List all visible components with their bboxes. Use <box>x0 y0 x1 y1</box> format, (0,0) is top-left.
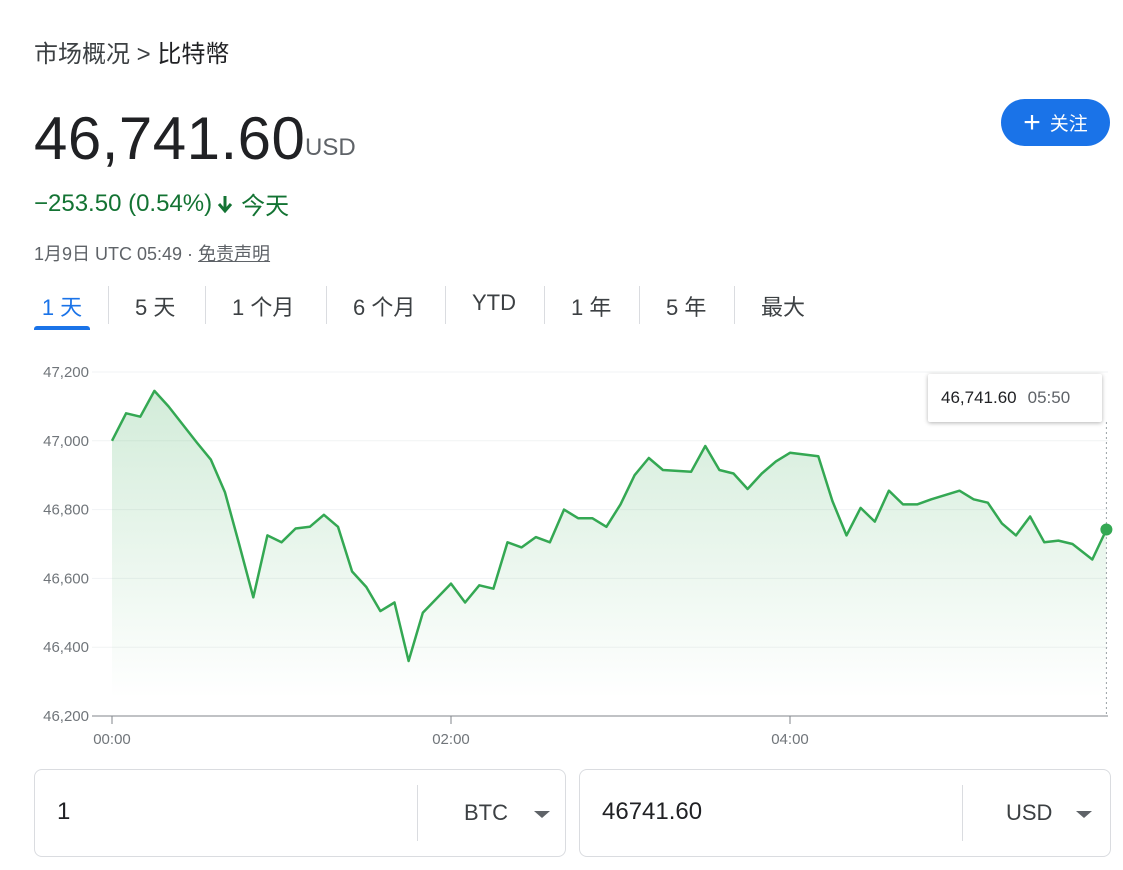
tooltip-value: 46,741.60 <box>941 388 1017 407</box>
tab-divider <box>544 286 545 324</box>
price-area-fill <box>112 390 1107 698</box>
to-currency-converter: 46741.60 USD <box>579 769 1111 857</box>
follow-label: 关注 <box>1049 114 1088 135</box>
from-amount-input[interactable]: 1 <box>57 798 71 825</box>
tab-1-day[interactable]: 1 天 <box>34 286 90 330</box>
y-tick-label: 47,000 <box>43 433 89 450</box>
tab-1-month[interactable]: 1 个月 <box>232 295 295 320</box>
x-tick-label: 02:00 <box>432 731 470 748</box>
to-amount-input[interactable]: 46741.60 <box>602 798 703 825</box>
tab-divider <box>205 286 206 324</box>
follow-button[interactable]: + 关注 <box>1001 99 1110 146</box>
price-change: −253.50 (0.54%) 今天 <box>34 186 289 221</box>
chevron-down-icon[interactable] <box>1076 811 1092 818</box>
price-chart[interactable]: 47,200 47,000 46,800 46,600 46,400 46,20000:0… <box>0 350 1123 750</box>
tab-ytd[interactable]: YTD <box>472 290 516 315</box>
tab-divider <box>108 286 109 324</box>
breadcrumb-separator: > <box>136 41 151 68</box>
time-range-tabs: 1 天 5 天 1 个月 6 个月 YTD 1 年 5 年 最大 <box>34 286 807 330</box>
arrow-down-icon <box>217 195 233 213</box>
to-unit-select[interactable]: USD <box>1006 800 1053 825</box>
price-line <box>110 389 1108 663</box>
tab-5-day[interactable]: 5 天 <box>135 295 176 320</box>
x-tick-label: 04:00 <box>771 731 809 748</box>
plus-icon: + <box>1023 105 1041 139</box>
price-value: 46,741.60 <box>34 105 306 172</box>
tab-divider <box>445 286 446 324</box>
breadcrumb-current: 比特幣 <box>157 41 230 68</box>
timestamp-text: 1月9日 UTC 05:49 · <box>34 244 199 264</box>
tab-divider <box>639 286 640 324</box>
disclaimer-link[interactable]: 免责声明 <box>198 244 271 264</box>
price-change-period: 今天 <box>241 193 290 220</box>
chevron-down-icon[interactable] <box>534 811 550 818</box>
y-tick-label: 46,400 <box>43 639 89 656</box>
converter-divider <box>417 785 418 841</box>
price-current-dot <box>1100 523 1113 536</box>
tab-divider <box>734 286 735 324</box>
price-change-value: −253.50 (0.54%) <box>34 189 213 217</box>
y-tick-label: 46,800 <box>43 502 89 519</box>
quote-timestamp: 1月9日 UTC 05:49 · 免责声明 <box>34 240 270 266</box>
x-tick-label: 00:00 <box>93 731 131 748</box>
breadcrumb-parent-link[interactable]: 市场概况 <box>34 41 130 68</box>
tab-divider <box>326 286 327 324</box>
breadcrumb: 市场概况 > 比特幣 <box>34 34 229 69</box>
tab-max[interactable]: 最大 <box>761 295 806 320</box>
chart-tooltip: 46,741.60 05:50 <box>928 374 1102 422</box>
price-currency: USD <box>305 134 356 161</box>
from-currency-converter: 1 BTC <box>34 769 566 857</box>
tooltip-time: 05:50 <box>1027 388 1071 407</box>
y-tick-label: 46,200 <box>43 708 89 725</box>
tab-6-month[interactable]: 6 个月 <box>353 295 416 320</box>
tab-5-year[interactable]: 5 年 <box>666 295 707 320</box>
from-unit-select[interactable]: BTC <box>464 800 508 825</box>
y-tick-label: 47,200 <box>43 364 89 381</box>
tab-1-year[interactable]: 1 年 <box>571 295 612 320</box>
converter-divider <box>962 785 963 841</box>
y-tick-label: 46,600 <box>43 570 89 587</box>
